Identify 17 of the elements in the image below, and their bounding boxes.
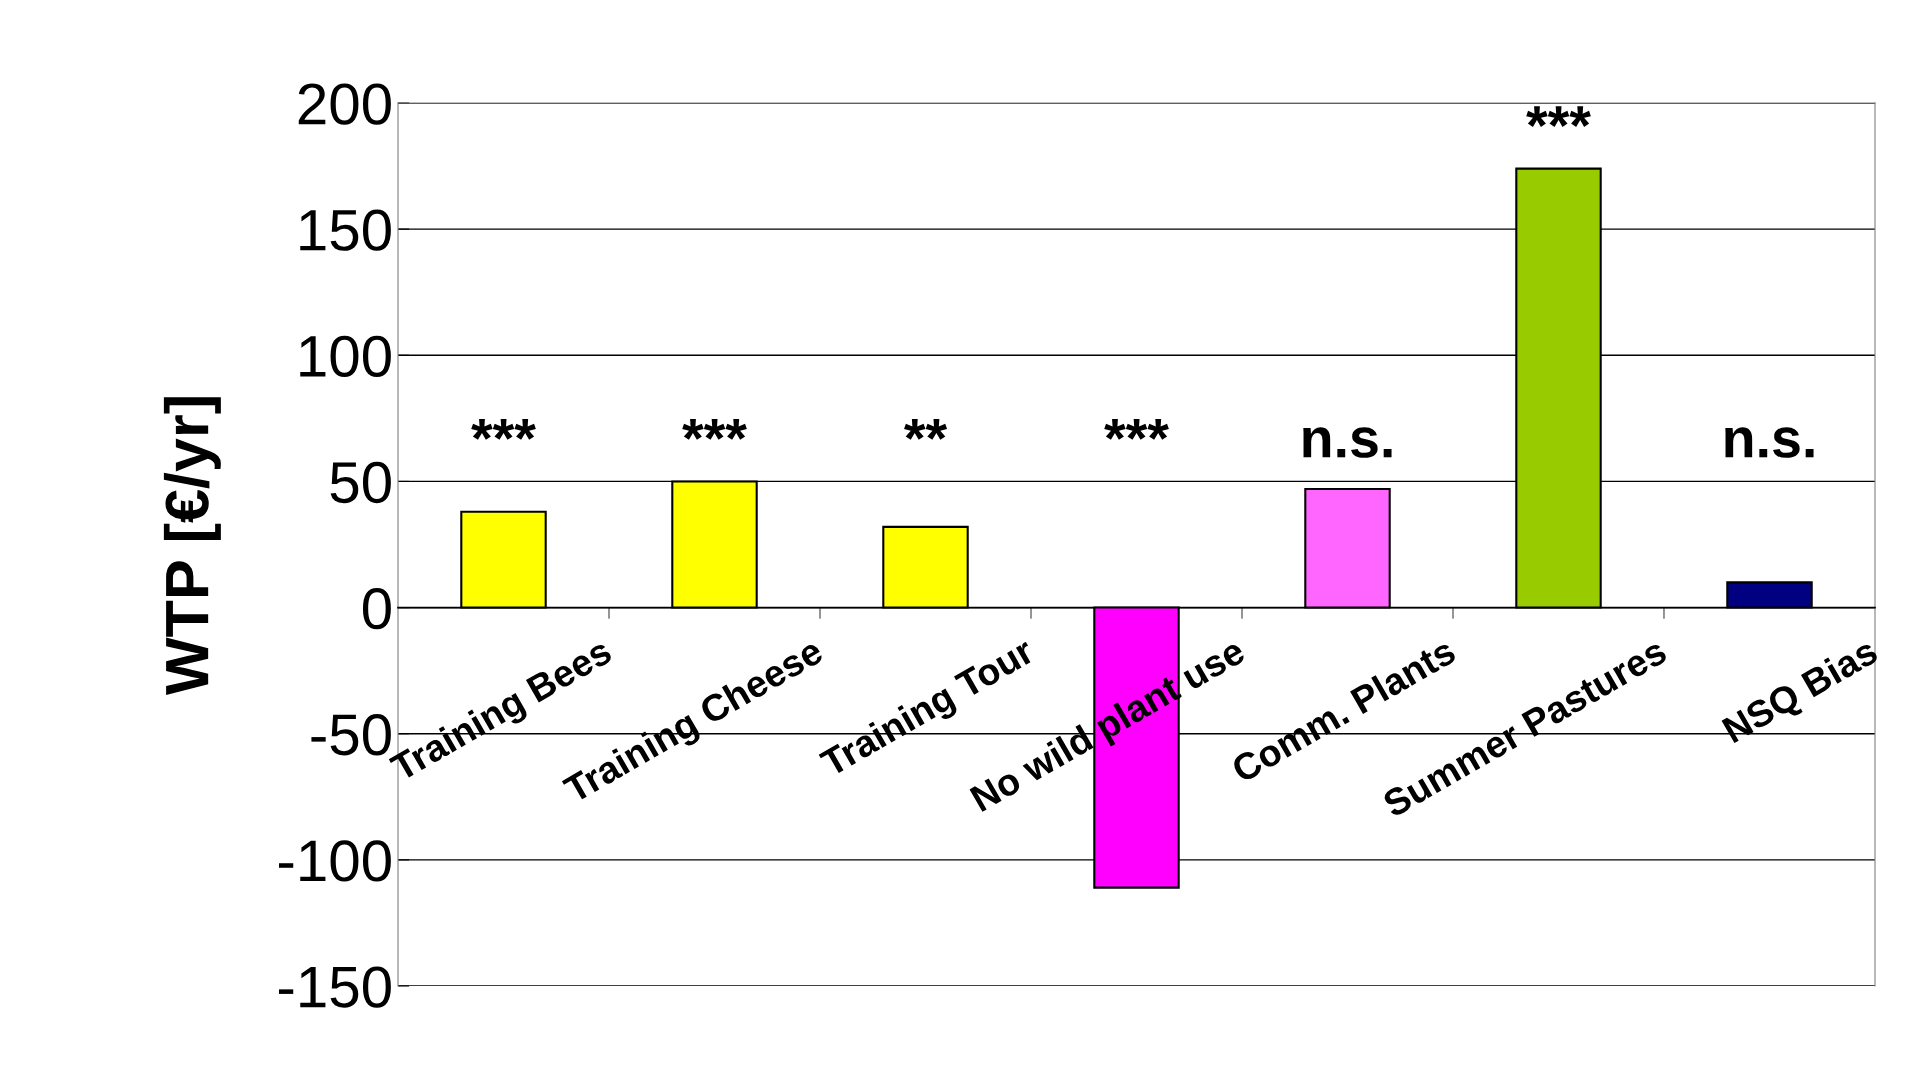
x-tick-label: NSQ Bias (1720, 636, 1883, 750)
annotation: ** (904, 419, 948, 440)
annotation: *** (1104, 419, 1169, 440)
annotation: n.s. (1303, 427, 1392, 458)
y-axis-title: WTP [€/yr] (163, 397, 221, 695)
y-tick-label: 100 (300, 335, 391, 377)
y-tick-label: 0 (362, 587, 391, 630)
y-tick-label: -100 (278, 840, 391, 882)
annotation: *** (1526, 106, 1591, 127)
y-tick-label: 50 (330, 461, 391, 504)
annotation: *** (471, 419, 536, 440)
y-tick-label: -50 (311, 714, 391, 756)
annotation: n.s. (1725, 427, 1814, 458)
y-tick-label: 150 (300, 209, 391, 251)
y-tick-label: 200 (298, 83, 391, 125)
annotation: *** (682, 419, 747, 440)
y-tick-label: -150 (278, 966, 391, 1008)
